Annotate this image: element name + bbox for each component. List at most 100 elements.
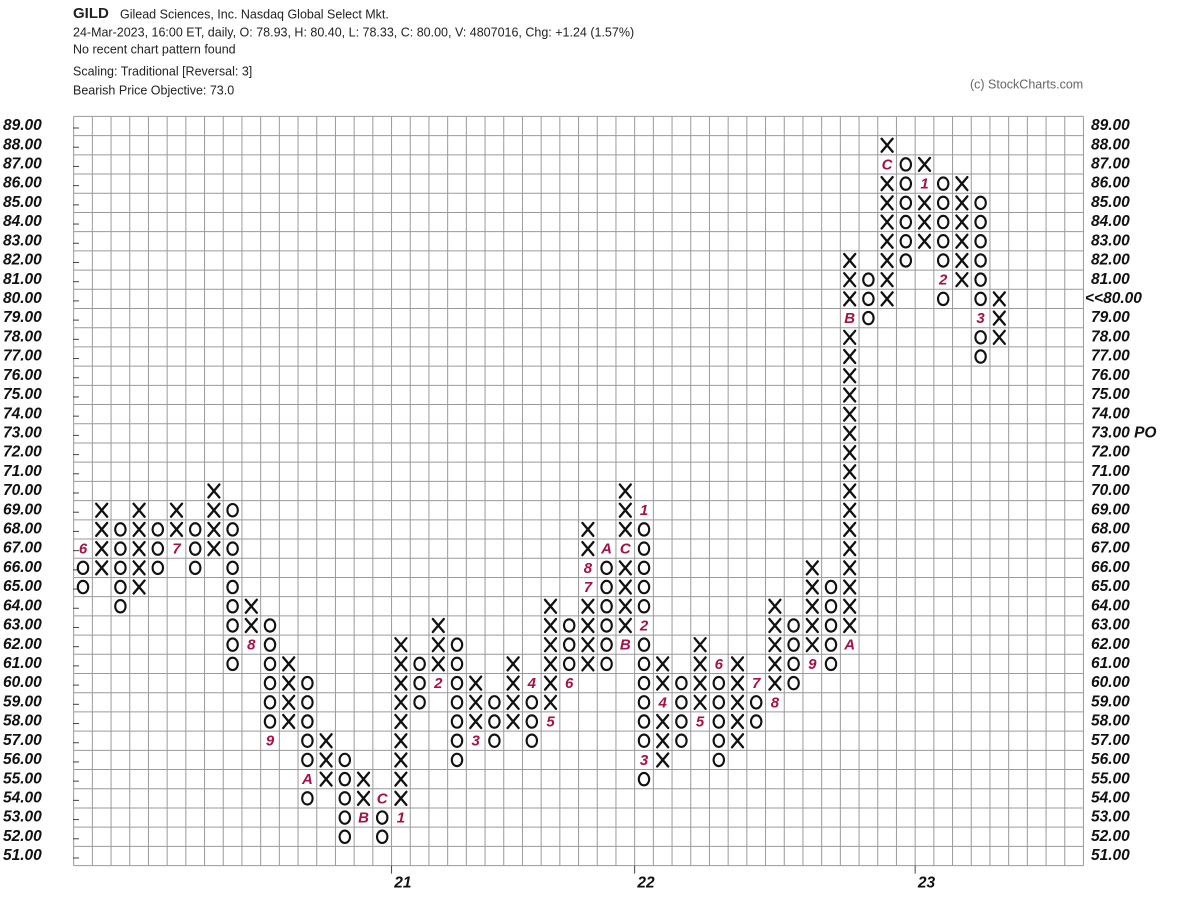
o-mark: [974, 272, 987, 287]
y-tick-label: 61.00: [3, 655, 42, 672]
o-mark: [712, 733, 726, 748]
o-mark: [151, 541, 165, 556]
x-stroke: [394, 771, 408, 787]
o-mark: [151, 522, 165, 537]
o-mark: [375, 810, 389, 825]
x-stroke: [543, 598, 558, 614]
y-tick-label: 55.00: [3, 770, 42, 787]
month-marker: 3: [640, 752, 649, 769]
month-marker: A: [843, 637, 855, 654]
o-mark: [824, 618, 838, 633]
y-tick-label-right: 52.00: [1091, 828, 1130, 845]
month-marker: A: [301, 771, 313, 788]
o-column: [263, 618, 277, 729]
o-mark: [600, 579, 613, 595]
x-stroke: [843, 579, 857, 595]
o-mark: [824, 656, 838, 672]
y-tick-label: 88.00: [3, 136, 42, 153]
o-mark: [600, 637, 613, 652]
x-stroke: [843, 521, 857, 538]
month-marker: 8: [771, 694, 780, 711]
month-marker: 4: [658, 694, 668, 711]
month-marker: A: [600, 541, 612, 558]
y-tick-label: 57.00: [3, 732, 42, 749]
month-marker: C: [882, 156, 894, 173]
x-stroke: [431, 637, 445, 653]
o-mark: [675, 714, 688, 729]
o-mark: [600, 618, 613, 633]
y-tick-label: 54.00: [3, 789, 42, 806]
o-mark: [787, 637, 800, 652]
o-mark: [188, 541, 202, 556]
x-stroke: [992, 291, 1006, 307]
x-stroke: [431, 617, 445, 634]
y-tick-label-right: 60.00: [1091, 674, 1130, 691]
x-stroke: [95, 540, 109, 557]
x-stroke: [805, 637, 819, 653]
y-tick-label-right: 65.00: [1091, 578, 1130, 595]
x-stroke: [394, 752, 408, 768]
o-mark: [974, 234, 987, 249]
x-stroke: [843, 560, 857, 576]
o-column: [525, 695, 539, 748]
o-mark: [974, 291, 987, 307]
y-tick-label-right: 71.00: [1091, 463, 1130, 480]
o-mark: [226, 599, 239, 614]
month-marker: 3: [976, 310, 985, 327]
month-marker: 2: [639, 617, 649, 634]
y-tick-label: 83.00: [3, 232, 42, 249]
x-stroke: [880, 175, 894, 192]
x-stroke: [843, 444, 857, 461]
x-stroke: [581, 637, 595, 653]
x-column: [843, 252, 857, 634]
x-stroke: [880, 272, 894, 288]
x-stroke: [843, 272, 857, 288]
o-column: [637, 522, 651, 787]
y-tick-label: 53.00: [3, 809, 42, 826]
y-tick-label: 80.00: [3, 290, 42, 307]
month-marker: 7: [752, 675, 761, 692]
x-column: [282, 656, 296, 730]
x-stroke: [955, 214, 969, 230]
x-column: [132, 502, 146, 595]
o-mark: [263, 618, 277, 633]
x-stroke: [244, 617, 258, 634]
o-mark: [600, 599, 613, 614]
y-tick-label: 74.00: [3, 405, 42, 422]
month-marker: 5: [546, 713, 555, 730]
y-tick-label: 72.00: [3, 444, 42, 461]
y-tick-label-right: 56.00: [1091, 751, 1130, 768]
o-mark: [375, 829, 389, 845]
o-mark: [301, 675, 314, 691]
o-mark: [413, 656, 426, 672]
y-tick-label: 68.00: [3, 521, 42, 538]
o-column: [862, 272, 875, 326]
o-mark: [338, 810, 352, 825]
month-marker: 7: [172, 541, 181, 558]
x-stroke: [282, 656, 296, 672]
o-mark: [787, 618, 800, 633]
o-mark: [450, 637, 464, 652]
y-tick-label-right: 87.00: [1091, 156, 1130, 173]
x-stroke: [95, 560, 109, 576]
o-mark: [263, 637, 277, 652]
o-column: [936, 176, 950, 307]
x-stroke: [319, 771, 333, 787]
x-column: [244, 598, 258, 634]
o-mark: [413, 695, 426, 710]
y-tick-label-right: 84.00: [1091, 213, 1130, 230]
y-tick-label: 73.00: [3, 424, 42, 441]
y-tick-label-right: 55.00: [1091, 770, 1130, 787]
x-stroke: [543, 656, 558, 672]
month-marker: 6: [715, 656, 724, 673]
x-stroke: [880, 252, 894, 269]
x-stroke: [955, 233, 969, 249]
o-mark: [637, 771, 651, 787]
price-objective-label: 73.00 PO: [1091, 424, 1157, 441]
x-column: [506, 656, 520, 730]
x-stroke: [169, 502, 184, 518]
x-stroke: [992, 310, 1006, 326]
objective: Bearish Price Objective: 73.0: [73, 83, 234, 97]
y-tick-label-right: 69.00: [1091, 501, 1130, 518]
o-column: [226, 502, 239, 672]
